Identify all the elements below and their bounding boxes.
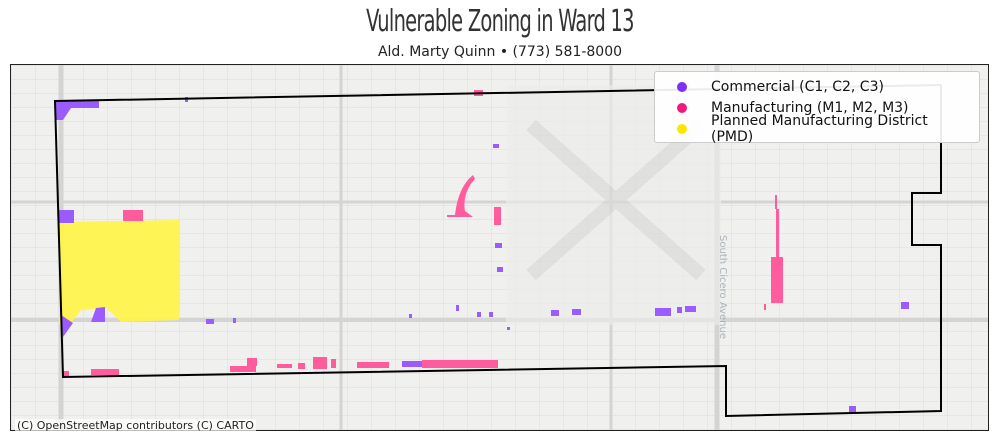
street-label-cicero: South Cicero Avenue bbox=[717, 235, 728, 339]
pmd-zones bbox=[59, 220, 179, 330]
map-attribution: (C) OpenStreetMap contributors (C) CARTO bbox=[15, 419, 256, 432]
legend-label-pmd: Planned Manufacturing District (PMD) bbox=[711, 112, 928, 145]
legend-item-pmd: Planned Manufacturing District (PMD) bbox=[663, 113, 971, 145]
ward-boundary bbox=[53, 83, 942, 418]
legend-dot-manufacturing bbox=[677, 102, 687, 113]
manufacturing-zones bbox=[63, 90, 783, 376]
legend: Commercial (C1, C2, C3) Manufacturing (M… bbox=[654, 71, 980, 145]
legend-label-commercial: Commercial (C1, C2, C3) bbox=[711, 78, 884, 95]
legend-dot-commercial bbox=[677, 81, 687, 92]
legend-item-manufacturing: Manufacturing (M1, M2, M3) bbox=[663, 97, 971, 118]
map-subtitle: Ald. Marty Quinn • (773) 581-8000 bbox=[377, 44, 623, 60]
map-title: Vulnerable Zoning in Ward 13 bbox=[366, 4, 634, 39]
legend-dot-pmd bbox=[677, 123, 687, 134]
legend-item-commercial: Commercial (C1, C2, C3) bbox=[663, 76, 971, 97]
commercial-zones bbox=[56, 97, 909, 412]
legend-label-manufacturing: Manufacturing (M1, M2, M3) bbox=[711, 99, 909, 116]
